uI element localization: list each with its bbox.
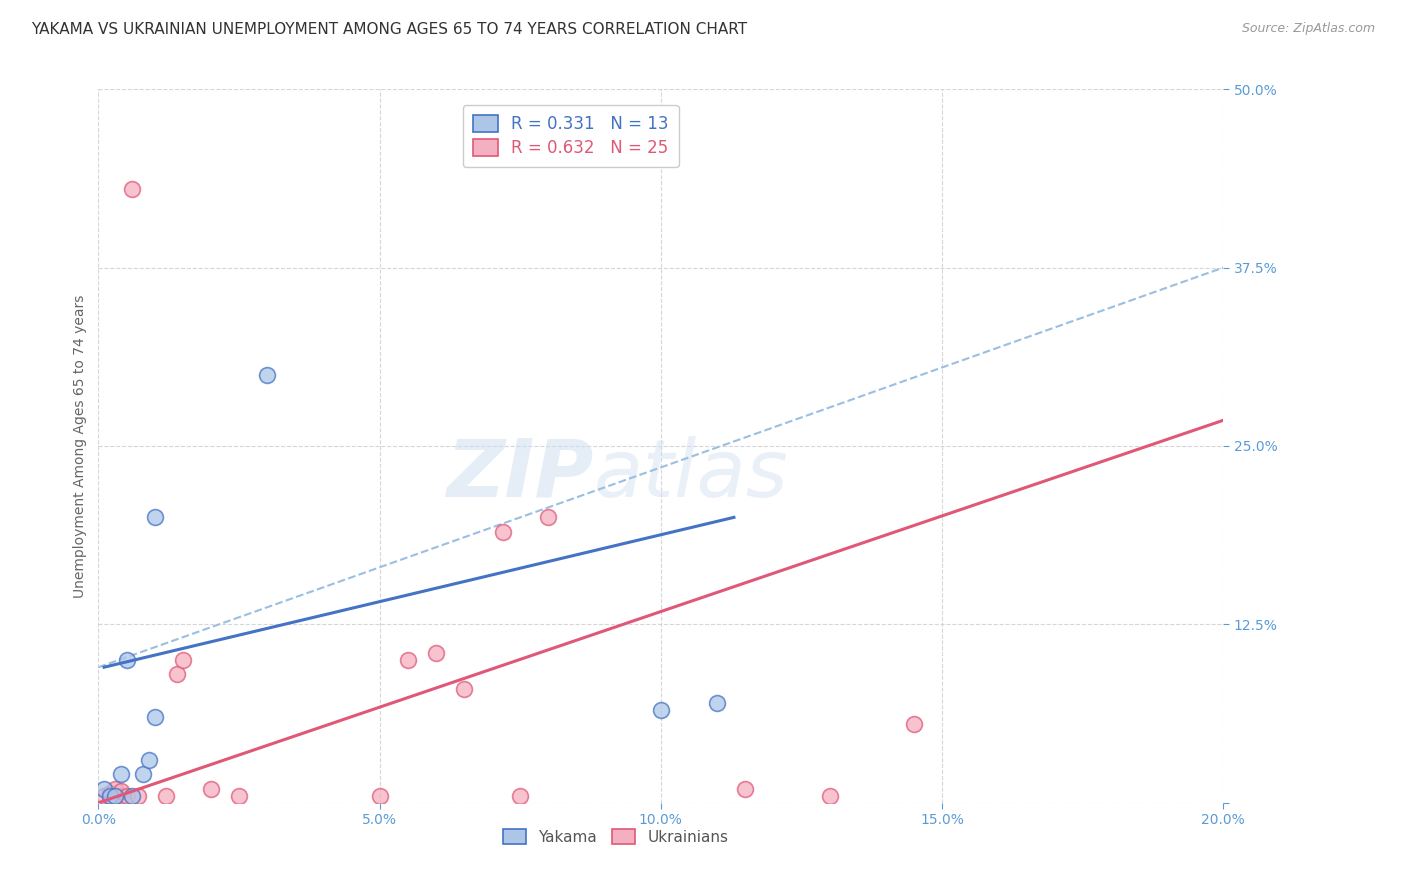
Point bbox=[155, 789, 177, 803]
Point bbox=[98, 786, 121, 800]
Point bbox=[98, 789, 121, 803]
Point bbox=[110, 784, 132, 798]
Point bbox=[706, 696, 728, 710]
Point bbox=[172, 653, 194, 667]
Point bbox=[93, 789, 115, 803]
Text: ZIP: ZIP bbox=[446, 435, 593, 514]
Point bbox=[121, 789, 143, 803]
Point bbox=[818, 789, 841, 803]
Point bbox=[127, 789, 149, 803]
Point bbox=[166, 667, 188, 681]
Point bbox=[734, 781, 756, 796]
Point bbox=[396, 653, 419, 667]
Point bbox=[537, 510, 560, 524]
Y-axis label: Unemployment Among Ages 65 to 74 years: Unemployment Among Ages 65 to 74 years bbox=[73, 294, 87, 598]
Point bbox=[492, 524, 515, 539]
Point bbox=[121, 182, 143, 196]
Point bbox=[228, 789, 250, 803]
Point bbox=[200, 781, 222, 796]
Point bbox=[425, 646, 447, 660]
Point bbox=[110, 789, 132, 803]
Point bbox=[104, 781, 127, 796]
Point bbox=[110, 767, 132, 781]
Point bbox=[903, 717, 925, 731]
Point bbox=[115, 653, 138, 667]
Point bbox=[368, 789, 391, 803]
Point bbox=[132, 767, 155, 781]
Text: atlas: atlas bbox=[593, 435, 789, 514]
Point bbox=[143, 710, 166, 724]
Point bbox=[138, 753, 160, 767]
Point bbox=[143, 510, 166, 524]
Text: YAKAMA VS UKRAINIAN UNEMPLOYMENT AMONG AGES 65 TO 74 YEARS CORRELATION CHART: YAKAMA VS UKRAINIAN UNEMPLOYMENT AMONG A… bbox=[31, 22, 747, 37]
Point bbox=[104, 789, 127, 803]
Point bbox=[650, 703, 672, 717]
Point bbox=[115, 789, 138, 803]
Text: Source: ZipAtlas.com: Source: ZipAtlas.com bbox=[1241, 22, 1375, 36]
Point bbox=[509, 789, 531, 803]
Legend: Yakama, Ukrainians: Yakama, Ukrainians bbox=[495, 821, 737, 852]
Point bbox=[98, 789, 121, 803]
Point bbox=[93, 781, 115, 796]
Point bbox=[453, 681, 475, 696]
Point bbox=[104, 789, 127, 803]
Point bbox=[256, 368, 278, 382]
